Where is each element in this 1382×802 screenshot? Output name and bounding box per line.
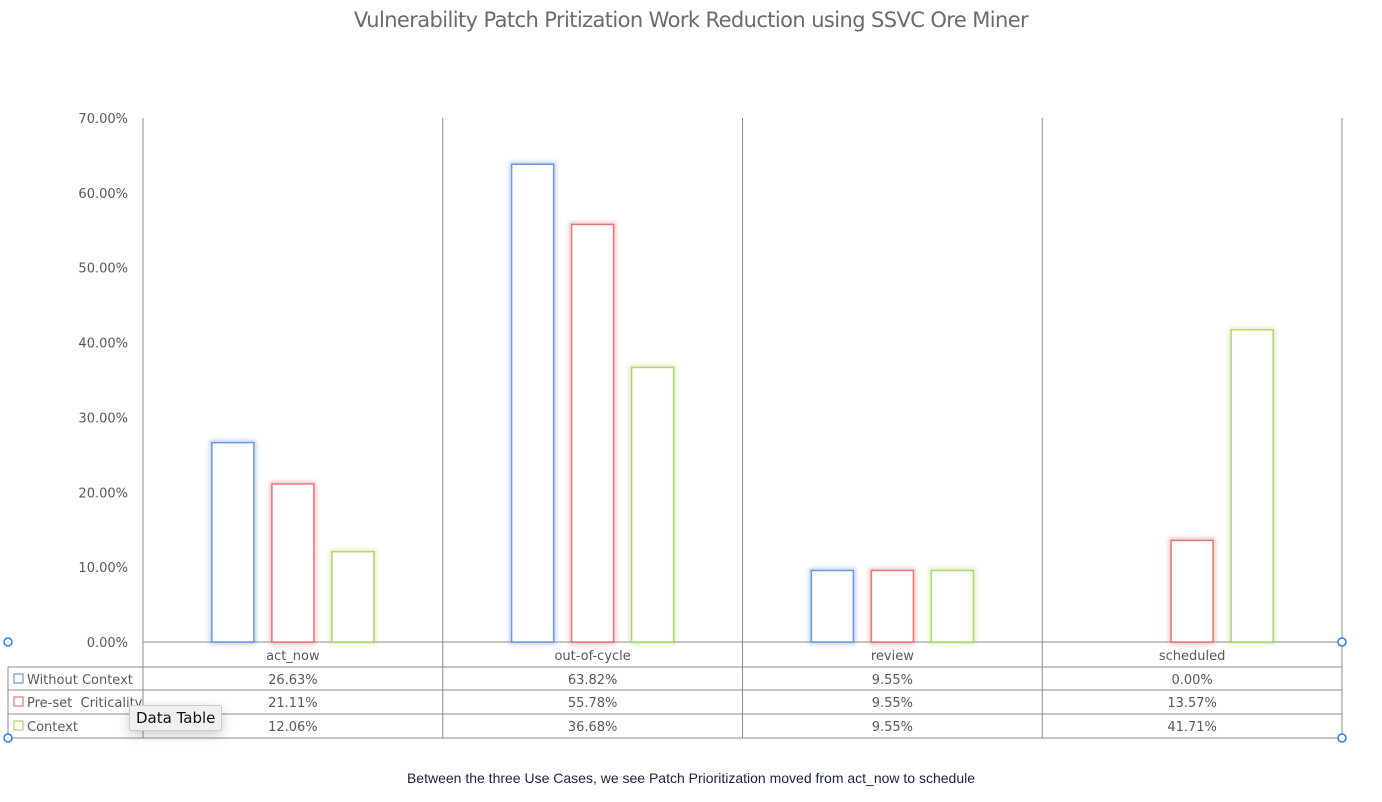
legend-label: Without Context <box>27 673 133 688</box>
y-tick-label: 30.00% <box>78 411 128 426</box>
data-table-cell: 9.55% <box>872 673 913 688</box>
selection-handle[interactable] <box>1337 637 1347 647</box>
data-table-cell: 0.00% <box>1171 673 1212 688</box>
bar-review-1[interactable] <box>870 569 915 643</box>
selection-handle[interactable] <box>1337 733 1347 743</box>
y-tick-label: 10.00% <box>78 561 128 576</box>
data-table-cell: 9.55% <box>872 696 913 711</box>
y-tick-label: 70.00% <box>78 112 128 127</box>
bar-scheduled-1[interactable] <box>1170 539 1214 643</box>
bar-out-of-cycle-1[interactable] <box>570 223 615 643</box>
legend-label: Context <box>27 720 78 735</box>
data-table-cell: 55.78% <box>568 696 618 711</box>
x-category-label: out-of-cycle <box>554 649 630 664</box>
bar-act_now-2[interactable] <box>331 550 375 643</box>
y-tick-label: 40.00% <box>78 337 128 352</box>
bar-review-2[interactable] <box>930 569 975 643</box>
data-table-cell: 26.63% <box>268 673 318 688</box>
data-table-cell: 36.68% <box>568 720 618 735</box>
x-category-label: act_now <box>266 649 320 664</box>
data-table-cell: 9.55% <box>872 720 913 735</box>
data-table-cell: 12.06% <box>268 720 318 735</box>
y-tick-label: 0.00% <box>87 636 128 651</box>
bar-review-0[interactable] <box>810 569 855 643</box>
x-category-label: review <box>871 649 914 664</box>
legend-key-icon <box>13 720 24 731</box>
bar-act_now-1[interactable] <box>271 483 315 643</box>
legend-key-icon <box>13 673 24 684</box>
bar-out-of-cycle-0[interactable] <box>510 163 555 643</box>
selection-handle[interactable] <box>3 637 13 647</box>
data-table-cell: 41.71% <box>1167 720 1217 735</box>
data-table-cell: 13.57% <box>1167 696 1217 711</box>
y-tick-label: 60.00% <box>78 187 128 202</box>
legend-label: Pre-set Criticality <box>27 696 143 711</box>
data-table-cell: 63.82% <box>568 673 618 688</box>
chart-title: Vulnerability Patch Pritization Work Red… <box>353 8 1029 32</box>
y-tick-label: 20.00% <box>78 486 128 501</box>
bar-act_now-0[interactable] <box>211 441 255 643</box>
y-tick-label: 50.00% <box>78 262 128 277</box>
data-table-tooltip: Data Table <box>129 705 223 731</box>
legend-key-icon <box>13 696 24 707</box>
x-category-label: scheduled <box>1159 649 1226 664</box>
data-table-cell: 21.11% <box>268 696 318 711</box>
selection-handle[interactable] <box>3 733 13 743</box>
caption: Between the three Use Cases, we see Patc… <box>406 770 976 786</box>
bar-scheduled-2[interactable] <box>1230 329 1274 643</box>
bar-out-of-cycle-2[interactable] <box>630 366 675 643</box>
